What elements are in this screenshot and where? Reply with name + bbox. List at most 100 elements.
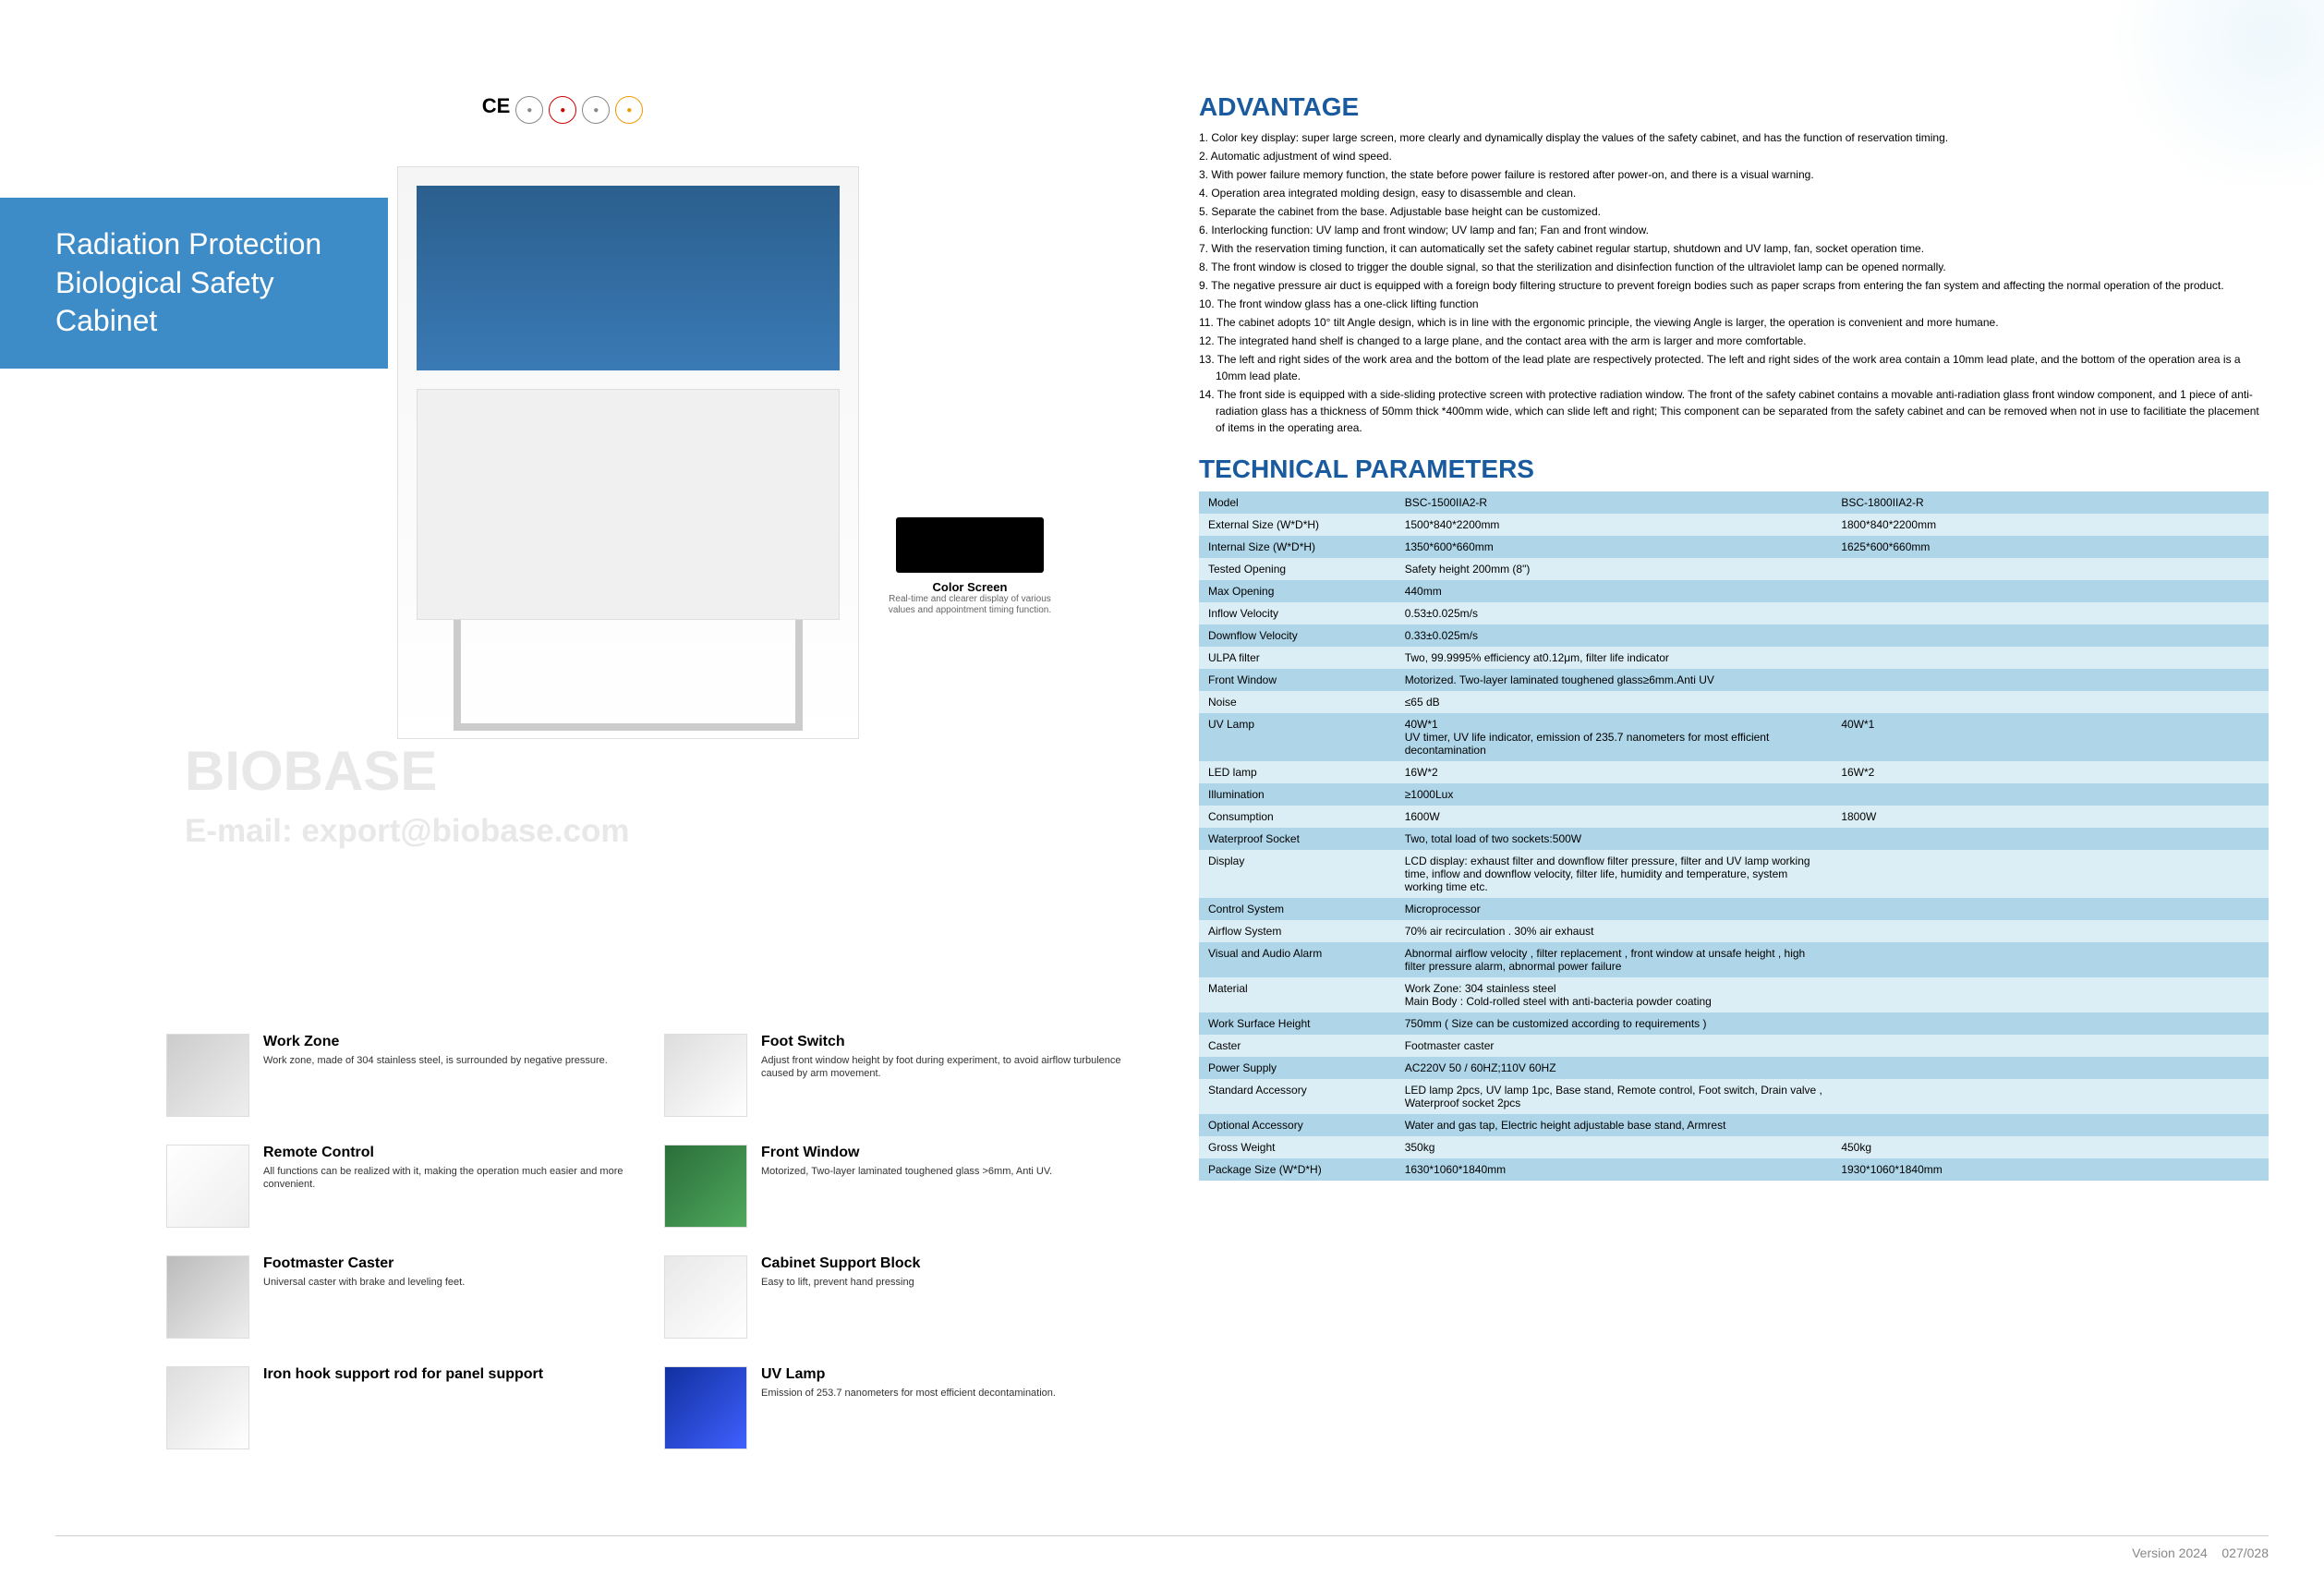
param-value: Motorized. Two-layer laminated toughened… <box>1396 669 1833 691</box>
param-name: Consumption <box>1199 806 1396 828</box>
param-name: Max Opening <box>1199 580 1396 602</box>
advantage-item: 14. The front side is equipped with a si… <box>1199 386 2269 436</box>
param-value: 350kg <box>1396 1136 1833 1158</box>
table-header-label: Model <box>1199 491 1396 514</box>
param-name: Standard Accessory <box>1199 1079 1396 1114</box>
feature-desc: Adjust front window height by foot durin… <box>761 1054 1125 1081</box>
param-value <box>1832 850 2269 898</box>
table-row: DisplayLCD display: exhaust filter and d… <box>1199 850 2269 898</box>
feature-title: Cabinet Support Block <box>761 1255 920 1272</box>
feature-desc: Emission of 253.7 nanometers for most ef… <box>761 1387 1056 1400</box>
param-value: 70% air recirculation . 30% air exhaust <box>1396 920 1833 942</box>
table-row: Power SupplyAC220V 50 / 60HZ;110V 60HZ <box>1199 1057 2269 1079</box>
feature-image <box>166 1034 249 1117</box>
param-value: Two, total load of two sockets:500W <box>1396 828 1833 850</box>
param-value <box>1832 624 2269 647</box>
feature-text: Footmaster CasterUniversal caster with b… <box>263 1255 465 1339</box>
param-name: Tested Opening <box>1199 558 1396 580</box>
right-panel: ADVANTAGE 1. Color key display: super la… <box>1162 0 2324 1588</box>
table-row: Illumination≥1000Lux <box>1199 783 2269 806</box>
advantage-item: 10. The front window glass has a one-cli… <box>1199 296 2269 312</box>
table-header-model: BSC-1800IIA2-R <box>1832 491 2269 514</box>
param-value <box>1832 977 2269 1012</box>
hex-background <box>2047 0 2324 185</box>
params-heading: TECHNICAL PARAMETERS <box>1199 455 2269 484</box>
table-row: Waterproof SocketTwo, total load of two … <box>1199 828 2269 850</box>
param-value: 750mm ( Size can be customized according… <box>1396 1012 1833 1035</box>
param-name: Control System <box>1199 898 1396 920</box>
advantage-item: 8. The front window is closed to trigger… <box>1199 259 2269 275</box>
param-value <box>1832 1057 2269 1079</box>
param-name: Front Window <box>1199 669 1396 691</box>
table-row: Downflow Velocity0.33±0.025m/s <box>1199 624 2269 647</box>
param-value <box>1832 1114 2269 1136</box>
feature-image <box>166 1366 249 1449</box>
feature-title: Foot Switch <box>761 1034 1125 1050</box>
table-row: LED lamp16W*216W*2 <box>1199 761 2269 783</box>
param-name: LED lamp <box>1199 761 1396 783</box>
feature-text: UV LampEmission of 253.7 nanometers for … <box>761 1366 1056 1449</box>
param-value: Microprocessor <box>1396 898 1833 920</box>
param-name: Inflow Velocity <box>1199 602 1396 624</box>
feature-text: Remote ControlAll functions can be reali… <box>263 1145 627 1228</box>
feature-item: Cabinet Support Block Easy to lift, preve… <box>664 1255 1125 1339</box>
feature-text: Front WindowMotorized, Two-layer laminat… <box>761 1145 1052 1228</box>
left-panel: CE●●●● Radiation Protection Biological S… <box>0 0 1162 1588</box>
param-name: Power Supply <box>1199 1057 1396 1079</box>
param-value <box>1832 898 2269 920</box>
advantage-item: 13. The left and right sides of the work… <box>1199 351 2269 384</box>
table-row: Control SystemMicroprocessor <box>1199 898 2269 920</box>
param-value: AC220V 50 / 60HZ;110V 60HZ <box>1396 1057 1833 1079</box>
cabinet-stand <box>454 620 803 731</box>
color-screen-callout: Color Screen Real-time and clearer displ… <box>878 517 1062 616</box>
param-value: 0.53±0.025m/s <box>1396 602 1833 624</box>
param-value: Abnormal airflow velocity , filter repla… <box>1396 942 1833 977</box>
table-row: Optional AccessoryWater and gas tap, Ele… <box>1199 1114 2269 1136</box>
param-name: Display <box>1199 850 1396 898</box>
table-row: Gross Weight350kg450kg <box>1199 1136 2269 1158</box>
feature-desc: Easy to lift, prevent hand pressing <box>761 1276 920 1289</box>
param-value: 16W*2 <box>1832 761 2269 783</box>
param-value <box>1832 920 2269 942</box>
advantage-item: 7. With the reservation timing function,… <box>1199 240 2269 257</box>
feature-item: Work Zone Work zone, made of 304 stainles… <box>166 1034 627 1117</box>
param-value: 1600W <box>1396 806 1833 828</box>
params-table: ModelBSC-1500IIA2-RBSC-1800IIA2-RExterna… <box>1199 491 2269 1181</box>
param-value: 1800*840*2200mm <box>1832 514 2269 536</box>
feature-title: Footmaster Caster <box>263 1255 465 1272</box>
param-value: 1630*1060*1840mm <box>1396 1158 1833 1181</box>
product-image <box>397 166 859 739</box>
cert-icons-row: CE●●●● <box>0 92 1125 124</box>
param-name: ULPA filter <box>1199 647 1396 669</box>
param-name: Downflow Velocity <box>1199 624 1396 647</box>
cert-icon: ● <box>615 96 643 124</box>
param-name: UV Lamp <box>1199 713 1396 761</box>
advantage-item: 6. Interlocking function: UV lamp and fr… <box>1199 222 2269 238</box>
advantage-item: 5. Separate the cabinet from the base. A… <box>1199 203 2269 220</box>
param-value <box>1832 1035 2269 1057</box>
param-name: Caster <box>1199 1035 1396 1057</box>
feature-image <box>664 1034 747 1117</box>
table-row: Airflow System70% air recirculation . 30… <box>1199 920 2269 942</box>
table-row: Noise≤65 dB <box>1199 691 2269 713</box>
param-value: 0.33±0.025m/s <box>1396 624 1833 647</box>
cabinet-top <box>417 186 840 370</box>
feature-desc: Work zone, made of 304 stainless steel, … <box>263 1054 608 1067</box>
param-name: Material <box>1199 977 1396 1012</box>
param-value <box>1832 828 2269 850</box>
features-grid: Work Zone Work zone, made of 304 stainles… <box>0 1034 1125 1449</box>
feature-image <box>166 1145 249 1228</box>
param-value: LED lamp 2pcs, UV lamp 1pc, Base stand, … <box>1396 1079 1833 1114</box>
advantage-item: 4. Operation area integrated molding des… <box>1199 185 2269 201</box>
feature-title: Work Zone <box>263 1034 608 1050</box>
advantage-item: 11. The cabinet adopts 10° tilt Angle de… <box>1199 314 2269 331</box>
param-value <box>1832 558 2269 580</box>
param-value: 40W*1UV timer, UV life indicator, emissi… <box>1396 713 1833 761</box>
table-row: Front WindowMotorized. Two-layer laminat… <box>1199 669 2269 691</box>
param-value: Footmaster caster <box>1396 1035 1833 1057</box>
feature-desc: Motorized, Two-layer laminated toughened… <box>761 1165 1052 1178</box>
feature-text: Iron hook support rod for panel support <box>263 1366 543 1449</box>
param-value: 1930*1060*1840mm <box>1832 1158 2269 1181</box>
cert-icon: ● <box>515 96 543 124</box>
param-value <box>1832 1012 2269 1035</box>
